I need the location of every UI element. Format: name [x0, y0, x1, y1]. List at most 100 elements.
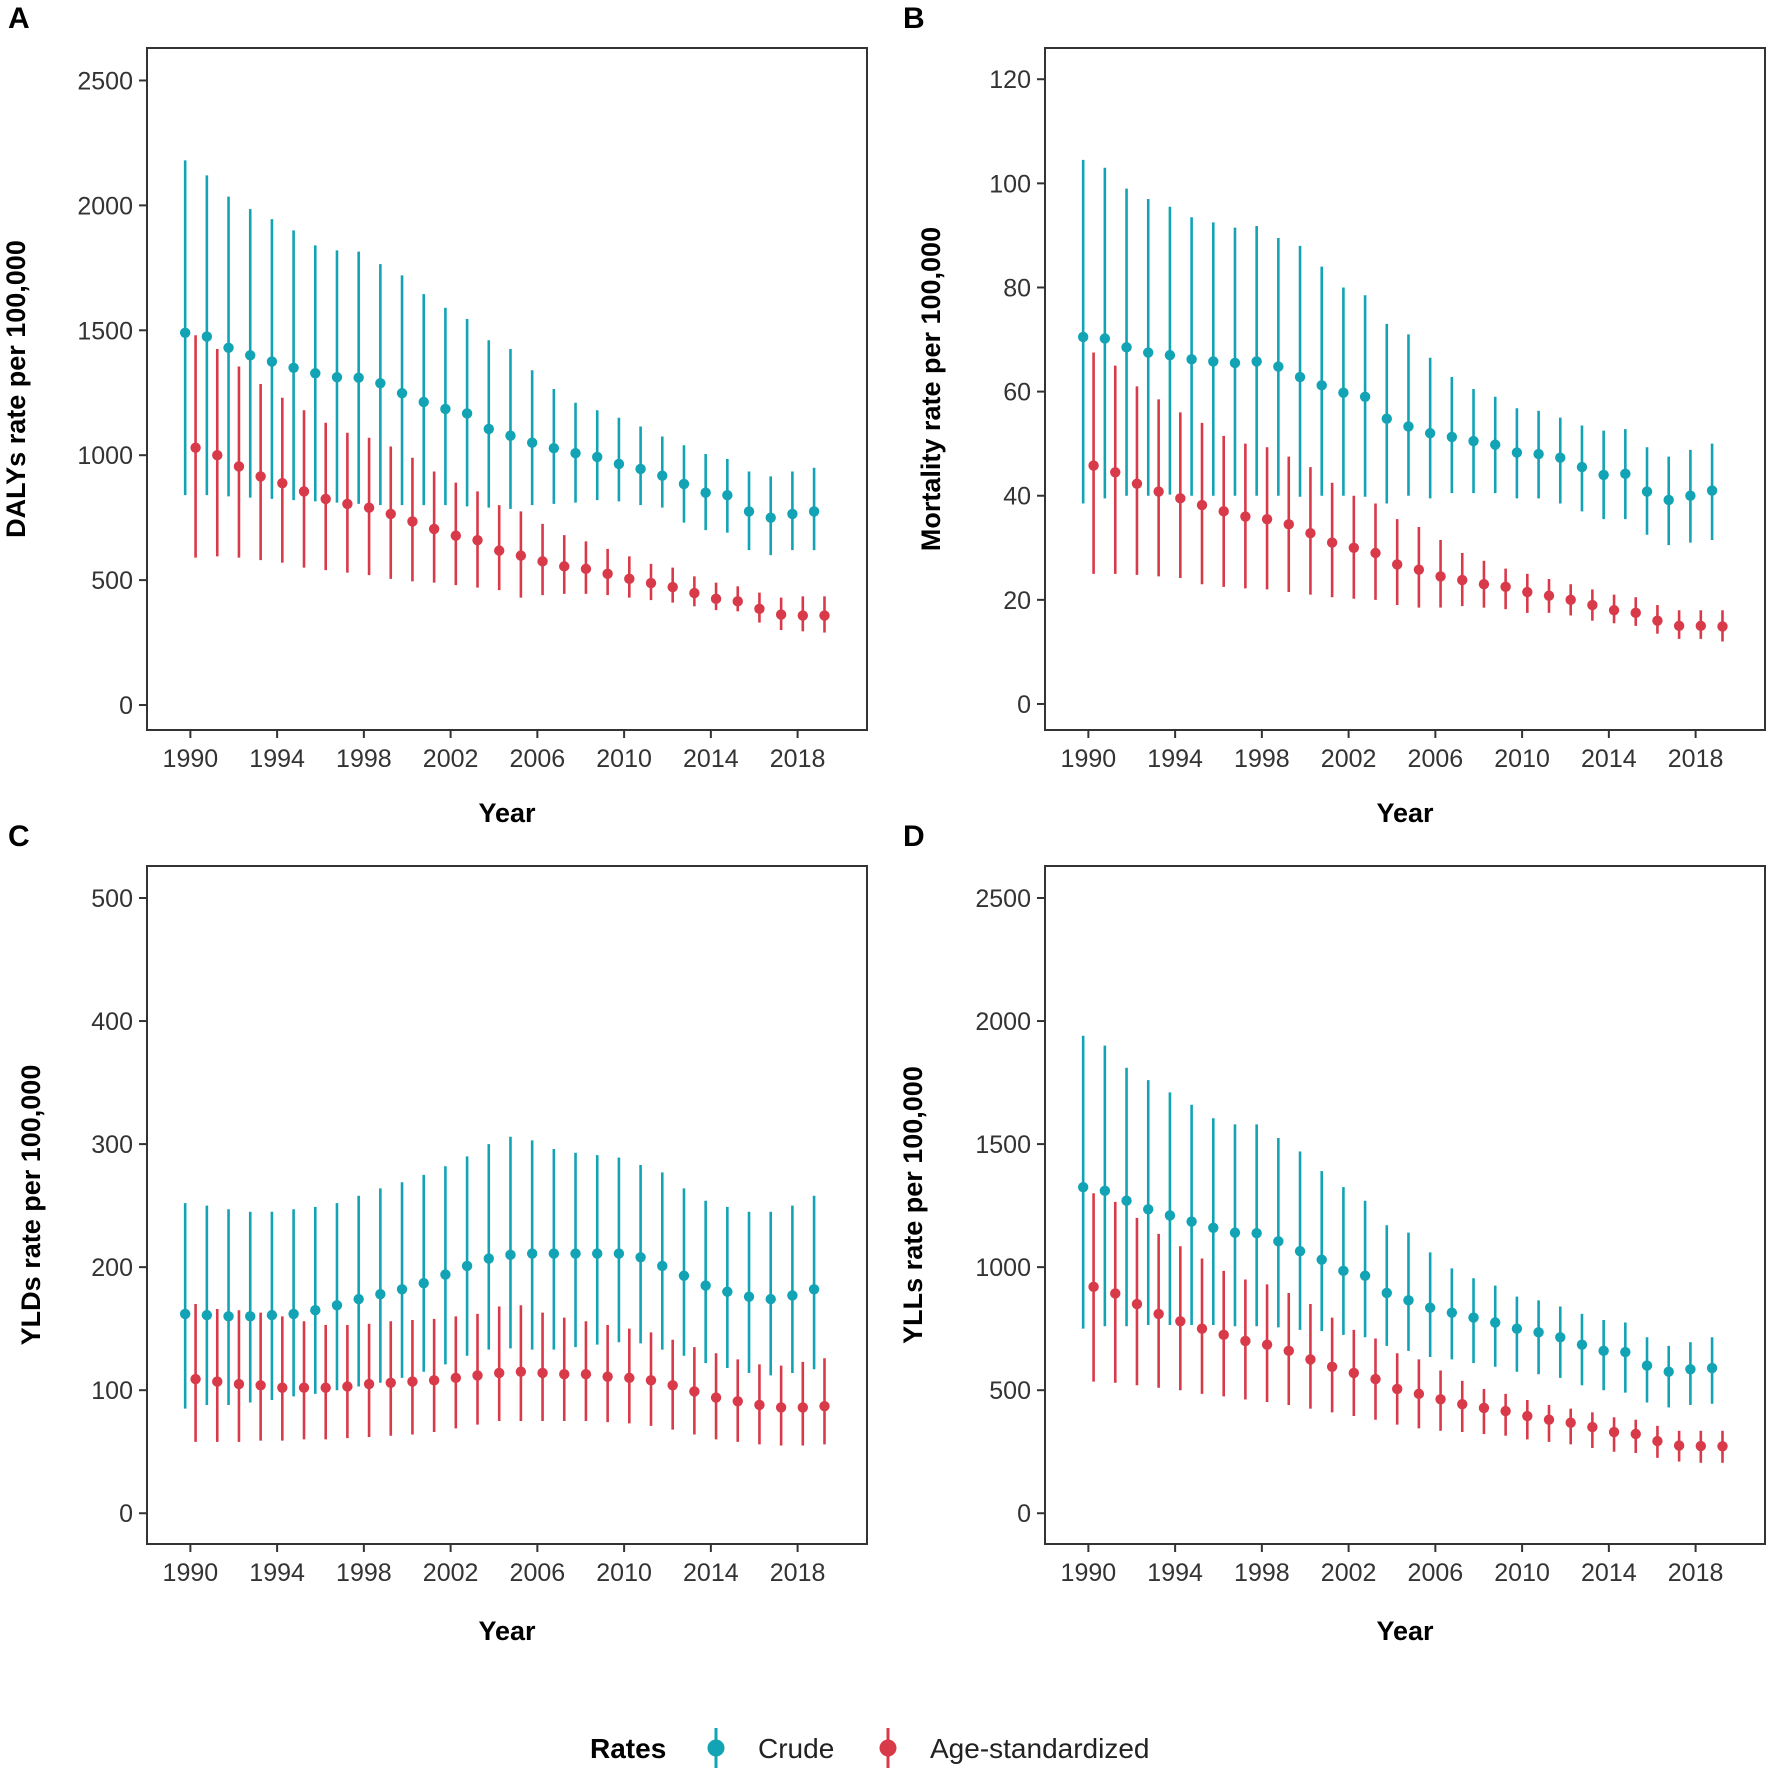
panel-b-age-standardized-point — [1543, 590, 1555, 601]
panel-b-crude-point — [1706, 485, 1718, 496]
panel-d-x-tick-label: 2006 — [1408, 1559, 1464, 1587]
panel-a-age-standardized-point — [602, 568, 613, 580]
panel-b-age-standardized-point — [1131, 478, 1143, 489]
panel-c-y-tick-label: 500 — [91, 885, 133, 913]
panel-b-age-standardized-point — [1608, 605, 1620, 616]
panel-c-crude-point — [440, 1269, 451, 1280]
panel-b-crude-point — [1316, 380, 1327, 391]
panel-c-age-standardized-point — [797, 1402, 809, 1413]
panel-c-crude-point — [505, 1249, 516, 1261]
panel-a: A 0 500 1000 1500 2000 2500 1990 1994 1998 2002 20… — [1, 2, 868, 828]
panel-c-crude-point — [266, 1309, 278, 1321]
panel-a-crude-point — [592, 451, 603, 463]
panel-d-age-standardized-point — [1500, 1405, 1511, 1417]
panel-c-age-standardized-point — [819, 1400, 830, 1412]
panel-b-age-standardized-point — [1391, 559, 1403, 570]
panel-a-x-tick-label: 2006 — [510, 745, 566, 773]
panel-b-crude-point — [1555, 452, 1566, 463]
panel-b-frame — [1044, 47, 1766, 731]
panel-c-y-tick-label: 0 — [119, 1500, 133, 1528]
panel-d-age-standardized-point — [1326, 1361, 1338, 1373]
panel-d-age-standardized-point — [1435, 1394, 1446, 1405]
panel-c-crude-point — [310, 1305, 321, 1316]
panel-c-age-standardized-point — [537, 1367, 548, 1379]
panel-b-crude-point — [1403, 421, 1414, 432]
panel-d-crude-point — [1555, 1332, 1566, 1343]
panel-d-age-standardized-point — [1196, 1323, 1208, 1334]
panel-a-age-standardized-point — [212, 450, 223, 461]
panel-d-crude-point — [1229, 1227, 1241, 1238]
panel-c-age-standardized-point — [580, 1368, 592, 1380]
panel-c-crude-point — [678, 1270, 690, 1281]
panel-b-x-tick-label: 1998 — [1234, 745, 1290, 773]
panel-b-x-tick-label: 2006 — [1408, 745, 1464, 773]
panel-d-crude-point — [1424, 1302, 1436, 1313]
panel-c-crude-point — [613, 1248, 625, 1259]
panel-b-y-tick-label: 60 — [1003, 379, 1031, 407]
panel-c-marks: 0 100 200 300 400 500 1990 1994 1998 2002 2006 2010… — [91, 885, 830, 1587]
panel-a-age-standardized-point — [645, 577, 657, 589]
panel-d-crude-point — [1620, 1346, 1631, 1358]
panel-b-age-standardized-point — [1673, 620, 1685, 632]
panel-d-marks: 0 500 1000 1500 2000 2500 1990 1994 1998 2002 2006… — [975, 885, 1728, 1587]
panel-d-age-standardized-point — [1673, 1440, 1685, 1451]
panel-b-crude-point — [1533, 448, 1544, 460]
panel-d-y-tick-label: 1500 — [975, 1131, 1031, 1159]
panel-a-age-standardized-point — [559, 561, 570, 572]
panel-a-crude-point — [657, 470, 668, 481]
panel-c-age-standardized-point — [255, 1380, 266, 1391]
panel-d-age-standardized-point — [1240, 1335, 1251, 1347]
panel-c-age-standardized-point — [407, 1376, 418, 1387]
panel-b-crude-point — [1490, 439, 1501, 450]
panel-c: C 0 100 200 300 400 500 1990 1994 1998 2002 2006 20… — [8, 820, 868, 1646]
panel-c-age-standardized-point — [212, 1376, 223, 1387]
panel-a-y-title: DALYs rate per 100,000 — [1, 240, 31, 538]
panel-a-crude-point — [570, 448, 581, 459]
panel-a-crude-point — [331, 372, 343, 383]
panel-b-crude-point — [1273, 361, 1284, 372]
panel-a-age-standardized-point — [515, 550, 527, 561]
panel-b-age-standardized-point — [1695, 620, 1707, 632]
legend-key-crude-dot — [707, 1739, 725, 1757]
panel-d-crude-point — [1121, 1195, 1132, 1206]
panel-c-age-standardized-point — [602, 1371, 613, 1382]
panel-a-crude-point — [396, 388, 408, 399]
panel-d-crude-point — [1316, 1254, 1327, 1265]
panel-a-age-standardized-point — [363, 502, 375, 513]
panel-b-age-standardized-point — [1565, 594, 1576, 606]
panel-c-crude-point — [787, 1290, 798, 1301]
panel-a-crude-point — [461, 408, 473, 419]
legend-label-crude: Crude — [758, 1733, 834, 1764]
panel-b-crude-point — [1294, 371, 1306, 383]
panel-c-age-standardized-point — [754, 1399, 765, 1411]
panel-a-crude-point — [722, 489, 733, 501]
panel-b-crude-point — [1511, 447, 1523, 458]
panel-d-crude-point — [1359, 1270, 1371, 1281]
panel-b-age-standardized-point — [1413, 564, 1425, 575]
panel-a-age-standardized-point — [775, 609, 787, 620]
panel-a-x-tick-label: 1998 — [336, 745, 392, 773]
panel-c-crude-point — [201, 1309, 213, 1321]
panel-c-crude-point — [657, 1260, 668, 1272]
panel-c-age-standardized-point — [624, 1372, 635, 1384]
panel-b-x-tick-label: 1990 — [1061, 745, 1117, 773]
panel-d-crude-point — [1273, 1236, 1284, 1247]
panel-b-x-tick-label: 2018 — [1668, 745, 1724, 773]
panel-d-crude-point — [1099, 1185, 1111, 1197]
panel-d-crude-point — [1446, 1307, 1458, 1318]
panel-a-age-standardized-point — [689, 587, 700, 599]
panel-a-crude-point — [700, 487, 711, 498]
panel-d-age-standardized-point — [1587, 1421, 1598, 1433]
panel-a-crude-point — [353, 372, 364, 383]
panel-d-age-standardized-point — [1218, 1329, 1229, 1341]
panel-a-y-tick-label: 500 — [91, 567, 133, 595]
panel-c-crude-point — [418, 1277, 429, 1289]
panel-c-letter: C — [8, 820, 30, 853]
panel-b-crude-point — [1641, 486, 1653, 497]
panel-d-age-standardized-point — [1478, 1402, 1490, 1414]
panel-d-x-tick-label: 2002 — [1321, 1559, 1377, 1587]
legend: Rates Crude Age-standardized — [590, 1728, 1149, 1768]
panel-c-frame — [146, 865, 868, 1545]
panel-b-age-standardized-point — [1326, 537, 1338, 548]
